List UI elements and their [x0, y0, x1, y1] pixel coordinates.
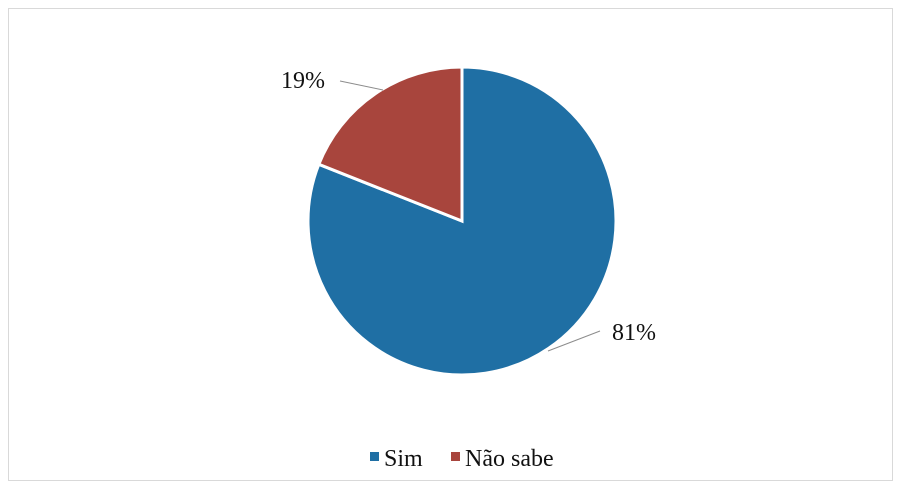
slice-data-label: 19% — [281, 68, 325, 94]
leader-line — [339, 80, 384, 91]
legend-label: Sim — [384, 446, 423, 472]
legend-label: Não sabe — [465, 446, 554, 472]
pie-slice-n-o-sabe — [316, 65, 464, 224]
legend-swatch — [451, 452, 460, 461]
legend-item-n-o-sabe: Não sabe — [451, 446, 554, 472]
legend: Sim Não sabe — [370, 446, 554, 472]
leader-line — [547, 330, 601, 352]
legend-item-sim: Sim — [370, 446, 423, 472]
legend-swatch — [370, 452, 379, 461]
slice-labels: 81% 19% — [281, 68, 656, 346]
slice-data-label: 81% — [612, 320, 656, 346]
pie-slices — [306, 65, 618, 377]
leader-lines — [339, 80, 601, 352]
